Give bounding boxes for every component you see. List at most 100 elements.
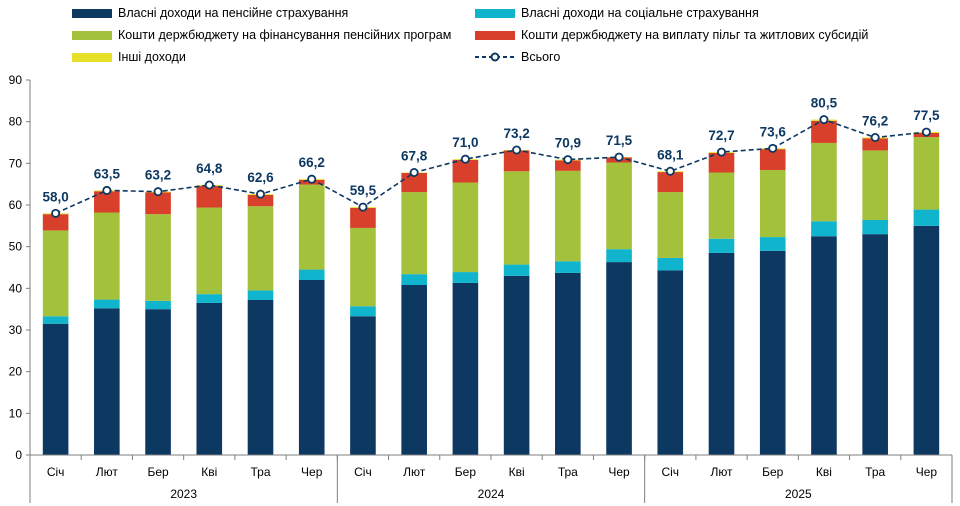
legend-label-budget-benefits-subsidies: Кошти держбюджету на виплату пільг та жи… <box>521 28 869 42</box>
y-tick-label: 20 <box>9 365 23 379</box>
bar-segment-series-0 <box>657 270 684 455</box>
x-tick-label: Кві <box>201 465 217 479</box>
bar-segment-series-0 <box>247 300 274 455</box>
bar-segment-series-0 <box>503 275 530 455</box>
total-marker <box>358 202 368 212</box>
bar-segment-series-2 <box>503 171 530 265</box>
y-tick-label: 40 <box>9 281 23 295</box>
legend-label-budget-pension-programs: Кошти держбюджету на фінансування пенсій… <box>118 28 452 42</box>
total-marker <box>819 115 829 125</box>
bar-segment-series-2 <box>298 184 325 270</box>
total-marker <box>717 147 727 157</box>
bar-segment-series-3 <box>196 185 223 208</box>
bar-segment-series-3 <box>811 120 837 143</box>
y-tick-label: 80 <box>9 115 23 129</box>
legend-total-line-icon <box>475 52 515 62</box>
total-marker <box>307 174 317 184</box>
y-tick-label: 70 <box>9 156 23 170</box>
legend-label-pension-insurance: Власні доходи на пенсійне страхування <box>118 6 349 20</box>
bar-segment-series-3 <box>708 152 735 173</box>
x-tick-label: Чер <box>916 465 938 479</box>
total-marker <box>870 132 880 142</box>
total-data-label: 66,2 <box>299 155 325 170</box>
x-tick-label: Січ <box>47 465 65 479</box>
group-label: 2025 <box>785 487 812 501</box>
bar-segment-series-2 <box>452 182 479 273</box>
bar-segment-series-0 <box>759 250 786 455</box>
bar-segment-series-2 <box>350 227 376 307</box>
bar-segment-series-2 <box>759 170 786 238</box>
bar-segment-series-3 <box>145 192 171 215</box>
x-tick-label: Січ <box>661 465 679 479</box>
legend-item-budget-pension-programs: Кошти держбюджету на фінансування пенсій… <box>72 28 451 42</box>
bar-segment-series-1 <box>862 220 888 235</box>
x-tick-label: Бер <box>147 465 169 479</box>
total-data-label: 76,2 <box>862 114 888 129</box>
bar-segment-series-3 <box>247 195 274 207</box>
y-tick-label: 50 <box>9 240 23 254</box>
bar-segment-series-2 <box>606 162 632 250</box>
legend-swatch-budget-benefits-subsidies <box>475 30 515 40</box>
total-data-label: 73,6 <box>760 124 787 139</box>
total-data-label: 63,2 <box>145 168 171 183</box>
x-tick-label: Лют <box>710 465 733 479</box>
total-marker <box>409 167 419 177</box>
bar-segment-series-1 <box>42 316 69 324</box>
x-tick-label: Тра <box>558 465 578 479</box>
legend-item-social-insurance: Власні доходи на соціальне страхування <box>475 6 759 20</box>
x-tick-label: Бер <box>455 465 477 479</box>
bar-segment-series-1 <box>759 237 786 251</box>
total-marker <box>255 189 265 199</box>
bar-segment-series-3 <box>42 214 69 231</box>
bar-segment-series-0 <box>862 234 888 455</box>
bar-segment-series-1 <box>811 221 837 237</box>
bar-segment-series-3 <box>350 207 376 228</box>
total-data-label: 59,5 <box>350 183 377 198</box>
bar-segment-series-1 <box>298 269 325 280</box>
total-data-label: 70,9 <box>555 136 581 151</box>
legend-item-other-income: Інші доходи <box>72 50 186 64</box>
total-marker <box>665 166 675 176</box>
bar-segment-series-3 <box>555 160 581 171</box>
bar-segment-series-0 <box>401 285 427 455</box>
bar-segment-series-0 <box>555 272 581 455</box>
bar-segment-series-0 <box>606 262 632 455</box>
x-tick-label: Кві <box>816 465 832 479</box>
total-data-label: 63,5 <box>94 166 121 181</box>
y-tick-label: 10 <box>9 406 23 420</box>
total-data-label: 77,5 <box>913 108 940 123</box>
legend-swatch-social-insurance <box>475 8 515 18</box>
y-tick-label: 60 <box>9 198 23 212</box>
legend-item-pension-insurance: Власні доходи на пенсійне страхування <box>72 6 348 20</box>
total-data-label: 67,8 <box>401 149 428 164</box>
total-data-label: 58,0 <box>42 189 68 204</box>
legend-label-total: Всього <box>521 50 561 64</box>
x-tick-label: Бер <box>762 465 784 479</box>
bar-segment-series-2 <box>401 192 427 275</box>
legend-label-social-insurance: Власні доходи на соціальне страхування <box>521 6 759 20</box>
bar-segment-series-0 <box>350 316 376 455</box>
total-marker <box>102 185 112 195</box>
total-marker <box>51 208 61 218</box>
bar-segment-series-1 <box>94 299 120 309</box>
bar-segment-series-3 <box>94 191 120 213</box>
bar-segment-series-2 <box>708 172 735 239</box>
legend-swatch-other-income <box>72 52 112 62</box>
bar-segment-series-0 <box>811 236 837 455</box>
bar-segment-series-2 <box>913 137 940 210</box>
y-tick-label: 90 <box>9 73 23 87</box>
bar-segment-series-3 <box>452 160 479 183</box>
legend-label-other-income: Інші доходи <box>118 50 186 64</box>
total-data-label: 73,2 <box>503 126 529 141</box>
bar-segment-series-0 <box>452 282 479 455</box>
bar-segment-series-0 <box>94 308 120 455</box>
total-data-label: 80,5 <box>811 96 838 111</box>
bar-segment-series-2 <box>555 170 581 262</box>
bar-segment-series-1 <box>503 264 530 276</box>
bar-segment-series-1 <box>606 249 632 263</box>
bar-segment-series-1 <box>555 261 581 273</box>
bar-segment-series-0 <box>196 302 223 455</box>
total-data-label: 71,5 <box>606 133 633 148</box>
total-data-label: 62,6 <box>247 170 274 185</box>
